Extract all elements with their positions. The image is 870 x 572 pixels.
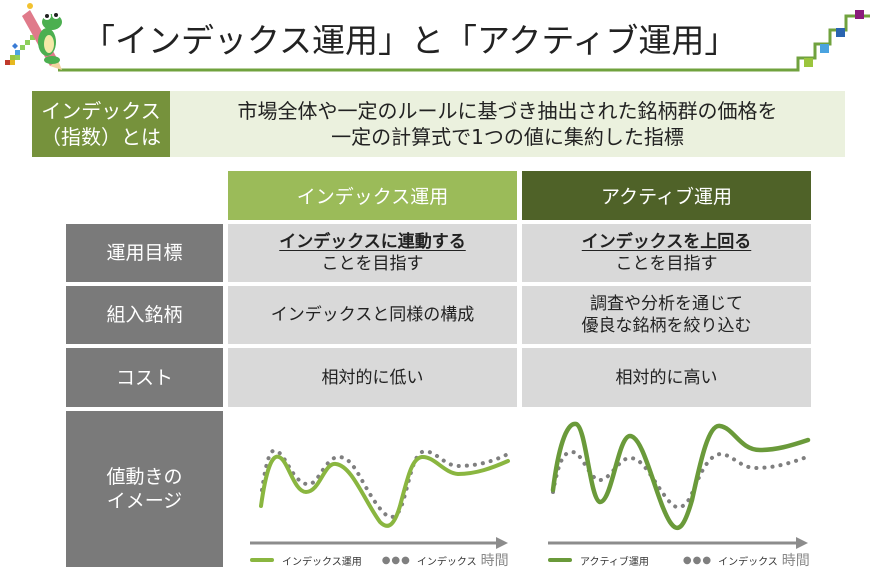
- legend-solid-label: インデックス運用: [282, 556, 362, 568]
- definition-text: 市場全体や一定のルールに基づき抽出された銘柄群の価格を 一定の計算式で1つの値に…: [170, 91, 845, 157]
- stair-square-skyblue: [820, 44, 829, 53]
- row-label-goal: 運用目標: [66, 224, 223, 282]
- definition-label: インデックス （指数）とは: [32, 91, 170, 157]
- definition-text-line1: 市場全体や一定のルールに基づき抽出された銘柄群の価格を: [237, 99, 778, 123]
- row-label-price-line2: イメージ: [106, 490, 183, 512]
- index-chart-legend: インデックス運用 ●●● インデックス 時間: [250, 550, 509, 570]
- holdings-active-line2: 優良な銘柄を絞り込む: [581, 316, 752, 336]
- cell-holdings-active: 調査や分析を通じて 優良な銘柄を絞り込む: [522, 286, 811, 344]
- definition-text-line2: 一定の計算式で1つの値に集約した指標: [331, 125, 684, 149]
- legend-solid-swatch: [548, 558, 572, 562]
- legend-solid-label: アクティブ運用: [580, 556, 649, 568]
- stair-square-lime: [804, 58, 813, 67]
- row-label-price-movement: 値動きの イメージ: [66, 411, 223, 567]
- row-label-holdings-text: 組入銘柄: [106, 304, 183, 326]
- header-decoration: [5, 3, 870, 72]
- time-axis-arrowhead: [496, 537, 508, 549]
- row-label-holdings: 組入銘柄: [66, 286, 223, 344]
- row-label-cost-text: コスト: [115, 366, 173, 389]
- holdings-index-text: インデックスと同様の構成: [270, 305, 475, 325]
- left-stairs-icon: [5, 35, 35, 65]
- goal-active-rest: ことを目指す: [615, 254, 718, 274]
- active-fund-line: [550, 421, 811, 530]
- goal-active-emphasis: インデックスを上回る: [581, 232, 752, 252]
- cost-active-text: 相対的に高い: [615, 367, 718, 388]
- legend-dotted-swatch: ●●●: [682, 554, 713, 566]
- row-label-price-line1: 値動きの: [106, 466, 183, 488]
- cost-index-text: 相対的に低い: [321, 367, 424, 388]
- active-chart-legend: アクティブ運用 ●●● インデックス 時間: [548, 550, 810, 570]
- frog-mascot-icon: [38, 11, 62, 64]
- index-movement-chart: [250, 448, 510, 549]
- page-title: 「インデックス運用」と「アクティブ運用」: [82, 21, 738, 60]
- cell-goal-index: インデックスに連動する ことを目指す: [228, 224, 517, 282]
- row-label-goal-text: 運用目標: [106, 242, 183, 264]
- holdings-active-line1: 調査や分析を通じて: [590, 294, 743, 314]
- column-header-index: インデックス運用: [228, 171, 517, 220]
- row-label-cost: コスト: [66, 348, 223, 407]
- stair-square-blue: [836, 28, 845, 37]
- goal-index-emphasis: インデックスに連動する: [279, 232, 466, 252]
- active-index-dotted-line: [551, 449, 806, 510]
- stair-square-purple: [855, 10, 864, 19]
- goal-index-rest: ことを目指す: [321, 254, 424, 274]
- cell-cost-active: 相対的に高い: [522, 348, 811, 407]
- cell-cost-index: 相対的に低い: [228, 348, 517, 407]
- legend-solid-swatch: [250, 558, 274, 562]
- index-dotted-line: [260, 448, 510, 519]
- definition-label-line2: （指数）とは: [41, 125, 161, 149]
- legend-dotted-label: インデックス: [718, 556, 778, 568]
- time-axis-label: 時間: [480, 553, 509, 569]
- time-axis-arrowhead: [796, 537, 808, 549]
- column-header-active: アクティブ運用: [522, 171, 811, 220]
- time-axis-label: 時間: [781, 553, 810, 569]
- legend-dotted-label: インデックス: [416, 556, 477, 568]
- cell-holdings-index: インデックスと同様の構成: [228, 286, 517, 344]
- index-fund-line: [259, 454, 510, 528]
- legend-dotted-swatch: ●●●: [381, 554, 411, 566]
- cell-goal-active: インデックスを上回る ことを目指す: [522, 224, 811, 282]
- definition-label-line1: インデックス: [41, 99, 161, 123]
- active-movement-chart: [548, 421, 811, 549]
